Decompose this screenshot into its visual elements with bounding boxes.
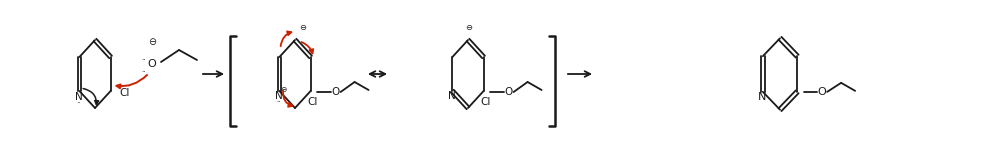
Text: ⊖: ⊖ <box>281 86 287 94</box>
Text: ..: .. <box>277 97 281 102</box>
Text: ⊖: ⊖ <box>300 24 306 33</box>
Text: Cl: Cl <box>307 97 318 107</box>
FancyArrowPatch shape <box>302 42 313 53</box>
Text: O: O <box>818 87 827 97</box>
Text: N: N <box>758 92 767 102</box>
Text: N: N <box>275 91 283 100</box>
Text: Cl: Cl <box>480 97 491 107</box>
Text: N: N <box>75 92 83 101</box>
Text: Cl: Cl <box>119 87 129 98</box>
Text: ..: .. <box>141 67 145 73</box>
Text: O: O <box>504 87 513 97</box>
Text: N: N <box>448 91 456 100</box>
FancyArrowPatch shape <box>116 75 147 88</box>
Text: O: O <box>331 87 340 97</box>
FancyArrowPatch shape <box>83 88 99 105</box>
Text: ..: .. <box>141 55 145 61</box>
Text: ⊖: ⊖ <box>465 22 472 32</box>
Text: ..: .. <box>77 96 81 105</box>
Text: ⊖: ⊖ <box>148 37 156 47</box>
Text: O: O <box>148 59 156 69</box>
FancyArrowPatch shape <box>281 31 291 46</box>
FancyArrowPatch shape <box>283 91 292 107</box>
